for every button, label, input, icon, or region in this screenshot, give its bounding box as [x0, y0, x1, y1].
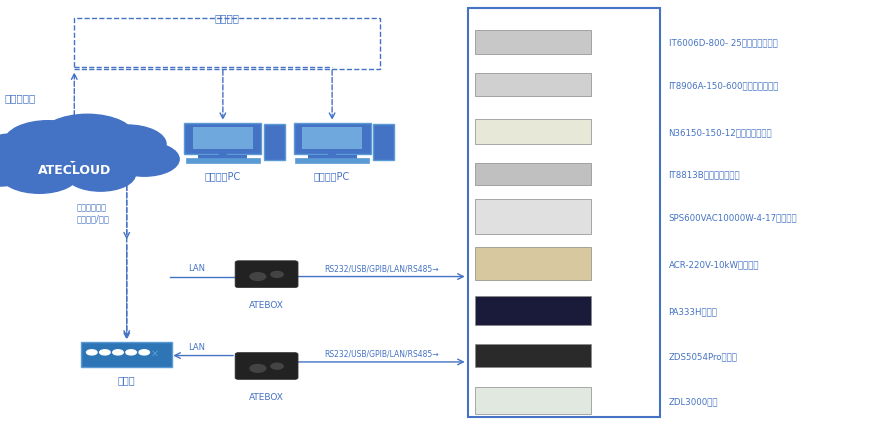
Text: LAN: LAN	[188, 343, 205, 351]
FancyBboxPatch shape	[475, 387, 591, 414]
Text: 用户登录: 用户登录	[215, 13, 239, 23]
Text: LAN: LAN	[188, 264, 205, 273]
FancyBboxPatch shape	[475, 164, 591, 186]
FancyBboxPatch shape	[475, 200, 591, 235]
Circle shape	[113, 350, 123, 355]
FancyBboxPatch shape	[264, 124, 285, 160]
Circle shape	[87, 126, 166, 164]
Circle shape	[4, 121, 92, 164]
FancyBboxPatch shape	[184, 124, 261, 154]
Text: RS232/USB/GPIB/LAN/RS485→: RS232/USB/GPIB/LAN/RS485→	[323, 264, 439, 273]
FancyBboxPatch shape	[475, 74, 591, 96]
Text: ATEBOX: ATEBOX	[249, 300, 284, 309]
FancyBboxPatch shape	[475, 296, 591, 325]
FancyBboxPatch shape	[294, 124, 371, 154]
FancyBboxPatch shape	[475, 345, 591, 367]
Text: ACR-220V-10kW交流负载: ACR-220V-10kW交流负载	[669, 259, 760, 269]
Circle shape	[250, 365, 266, 372]
FancyBboxPatch shape	[468, 9, 660, 417]
FancyBboxPatch shape	[302, 128, 362, 150]
FancyBboxPatch shape	[81, 342, 172, 367]
Text: 互联网部署: 互联网部署	[4, 93, 36, 103]
FancyBboxPatch shape	[475, 119, 591, 145]
Circle shape	[271, 363, 283, 369]
Text: 客户自购PC: 客户自购PC	[314, 170, 350, 180]
FancyBboxPatch shape	[193, 128, 253, 150]
Circle shape	[126, 350, 136, 355]
Bar	[186, 159, 260, 164]
Circle shape	[109, 143, 179, 177]
Text: N36150-150-12小功率直流电源: N36150-150-12小功率直流电源	[669, 127, 773, 137]
Text: ATECLOUD: ATECLOUD	[38, 164, 111, 177]
Circle shape	[139, 350, 149, 355]
Text: IT8813B小功率直流负载: IT8813B小功率直流负载	[669, 170, 740, 179]
Text: ✕: ✕	[150, 348, 159, 358]
Circle shape	[100, 350, 110, 355]
Circle shape	[0, 134, 66, 181]
Text: RS232/USB/GPIB/LAN/RS485→: RS232/USB/GPIB/LAN/RS485→	[323, 349, 439, 358]
Circle shape	[39, 115, 135, 162]
FancyBboxPatch shape	[373, 124, 394, 160]
Bar	[328, 152, 336, 156]
Text: PA333H功率计: PA333H功率计	[669, 306, 718, 316]
Text: ZDS5054Pro示波器: ZDS5054Pro示波器	[669, 351, 738, 360]
Circle shape	[87, 350, 97, 355]
FancyBboxPatch shape	[235, 353, 298, 380]
Text: ZDL3000数采: ZDL3000数采	[669, 396, 718, 405]
Text: SPS600VAC10000W-4-17交流电源: SPS600VAC10000W-4-17交流电源	[669, 213, 797, 222]
Circle shape	[250, 273, 266, 281]
Text: 客户自购PC: 客户自购PC	[205, 170, 241, 180]
Circle shape	[66, 158, 135, 192]
Bar	[308, 155, 357, 160]
Circle shape	[271, 272, 283, 278]
Circle shape	[0, 155, 79, 194]
Circle shape	[0, 154, 33, 187]
Text: 交换机: 交换机	[118, 374, 135, 384]
Text: ATEBOX: ATEBOX	[249, 392, 284, 401]
FancyBboxPatch shape	[475, 30, 591, 55]
FancyBboxPatch shape	[475, 248, 591, 280]
Bar	[198, 155, 247, 160]
Text: 测试指令下发
数据上传/分析: 测试指令下发 数据上传/分析	[77, 203, 110, 223]
Text: IT6006D-800- 25大功率直流电源: IT6006D-800- 25大功率直流电源	[669, 38, 777, 47]
Bar	[218, 152, 227, 156]
FancyBboxPatch shape	[235, 261, 298, 288]
Text: IT8906A-150-600大功率直流负载: IT8906A-150-600大功率直流负载	[669, 81, 779, 90]
Bar	[295, 159, 369, 164]
